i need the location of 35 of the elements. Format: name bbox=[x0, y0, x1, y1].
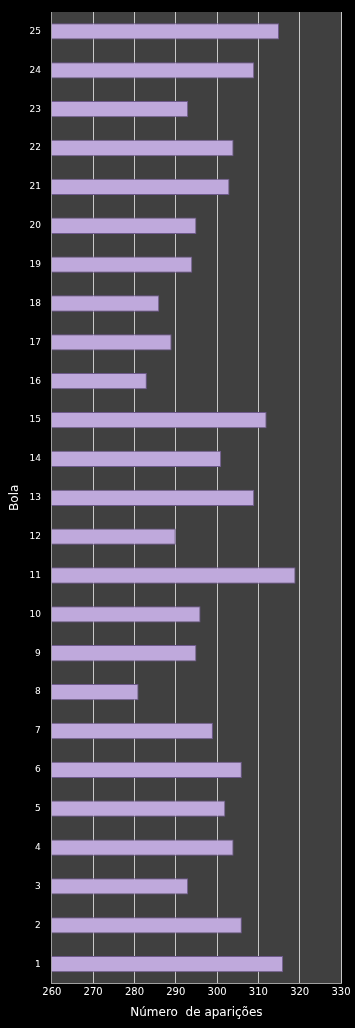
y-tick-label: 6 bbox=[35, 764, 42, 775]
y-tick-label: 15 bbox=[29, 414, 41, 425]
x-tick-label: 280 bbox=[124, 986, 145, 998]
y-tick-label: 9 bbox=[35, 647, 42, 658]
x-tick-label: 300 bbox=[207, 986, 227, 998]
x-tick-label: 270 bbox=[83, 986, 103, 998]
y-tick-label: 7 bbox=[35, 725, 41, 736]
y-tick-label: 3 bbox=[35, 880, 41, 891]
x-tick-label: 310 bbox=[248, 986, 268, 998]
y-tick-label: 16 bbox=[29, 375, 42, 386]
y-tick-label: 2 bbox=[35, 919, 41, 930]
y-tick-label: 24 bbox=[29, 64, 42, 75]
y-tick-label: 1 bbox=[35, 958, 41, 969]
x-axis-title: Número de aparições bbox=[130, 1004, 263, 1019]
y-tick-label: 5 bbox=[35, 803, 41, 814]
y-tick-label: 17 bbox=[29, 336, 41, 347]
y-tick-label: 11 bbox=[29, 569, 41, 580]
y-tick-label: 10 bbox=[29, 608, 42, 619]
y-tick-label: 8 bbox=[35, 686, 42, 697]
y-tick-label: 13 bbox=[29, 492, 41, 503]
x-tick-label: 260 bbox=[42, 986, 62, 998]
x-tick-label: 290 bbox=[166, 986, 186, 998]
y-tick-label: 4 bbox=[35, 841, 42, 852]
y-tick-label: 22 bbox=[29, 142, 41, 153]
y-tick-label: 23 bbox=[29, 103, 41, 114]
y-tick-label: 21 bbox=[29, 181, 41, 192]
x-tick-label: 330 bbox=[331, 986, 351, 998]
y-axis-title: Bola bbox=[7, 484, 22, 511]
x-tick-label: 320 bbox=[290, 986, 310, 998]
y-tick-label: 14 bbox=[29, 453, 42, 464]
y-tick-label: 25 bbox=[29, 25, 41, 36]
y-tick-label: 19 bbox=[29, 258, 42, 269]
y-tick-label: 12 bbox=[29, 531, 41, 542]
y-tick-label: 18 bbox=[29, 297, 42, 308]
y-tick-label: 20 bbox=[29, 220, 42, 231]
